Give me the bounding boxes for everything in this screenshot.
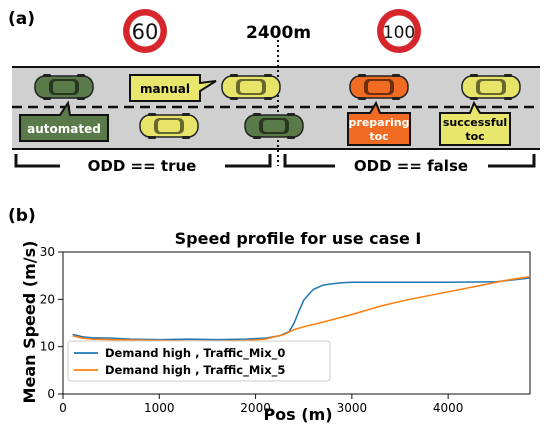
series-line-0	[72, 277, 531, 341]
x-tick-label: 4000	[433, 401, 464, 415]
odd-true-bracket: ODD == true	[14, 154, 272, 175]
y-tick-label: 30	[40, 245, 55, 259]
legend-entry: Demand high , Traffic_Mix_0	[105, 346, 285, 361]
legend-box	[67, 340, 331, 382]
callout-automated: automated	[19, 100, 109, 142]
odd-false-bracket: ODD == false	[283, 154, 536, 175]
y-tick-label: 10	[40, 340, 55, 354]
callout-preparing-line2: toc	[369, 130, 388, 143]
x-axis-label: Pos (m)	[263, 405, 332, 424]
panel-a-label: (a)	[8, 9, 35, 29]
odd-false-label: ODD == false	[354, 157, 468, 175]
callout-successful-toc: successful toc	[439, 100, 511, 146]
x-tick-label: 3000	[337, 401, 368, 415]
panel-b-label: (b)	[8, 206, 36, 226]
legend: Demand high , Traffic_Mix_0 Demand high ,…	[67, 340, 331, 382]
callout-manual: manual	[129, 74, 217, 102]
distance-marker: 2400m	[246, 23, 311, 43]
speed-limit-value: 60	[132, 20, 159, 44]
car-preparing-toc	[349, 74, 409, 100]
car-automated-1	[34, 74, 94, 100]
odd-true-label: ODD == true	[88, 157, 197, 175]
callout-manual-text: manual	[140, 82, 190, 96]
car-manual-1	[221, 74, 281, 100]
sign-face	[129, 15, 161, 47]
callout-automated-text: automated	[27, 122, 101, 136]
speed-limit-value: 100	[383, 23, 415, 43]
speed-sign-60: 60	[123, 9, 167, 53]
legend-entry: Demand high , Traffic_Mix_5	[105, 363, 285, 378]
car-automated-2	[244, 113, 304, 139]
callout-successful-line1: successful	[443, 116, 507, 129]
speed-sign-100: 100	[377, 9, 421, 53]
x-tick-label: 1000	[144, 401, 175, 415]
y-tick-label: 20	[40, 292, 55, 306]
series-line-1	[72, 275, 531, 342]
x-tick-label: 0	[59, 401, 67, 415]
callout-successful-line2: toc	[465, 130, 484, 143]
x-tick-label: 2000	[240, 401, 271, 415]
car-manual-2	[139, 113, 199, 139]
chart-title: Speed profile for use case I	[175, 229, 422, 248]
y-tick-label: 0	[47, 387, 55, 401]
callout-preparing-toc: preparing toc	[347, 100, 411, 146]
callout-preparing-line1: preparing	[349, 116, 410, 129]
sign-face	[383, 15, 415, 47]
y-axis-label: Mean Speed (m/s)	[20, 241, 39, 404]
car-manual-3	[461, 74, 521, 100]
